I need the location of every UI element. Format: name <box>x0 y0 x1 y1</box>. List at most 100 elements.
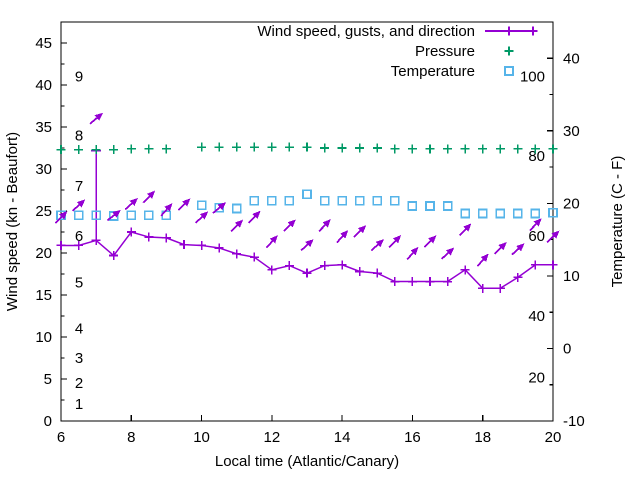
beaufort-label: 9 <box>75 69 83 86</box>
pressure-point <box>74 145 84 155</box>
beaufort-label: 6 <box>75 228 83 245</box>
y-tick-label: 5 <box>44 371 52 388</box>
y-tick-label: 35 <box>35 119 52 136</box>
pressure-point <box>372 143 382 153</box>
x-tick-label: 20 <box>545 429 562 446</box>
wind-speed-point <box>56 240 66 250</box>
legend-label: Pressure <box>415 43 475 60</box>
wind-direction-arrow <box>248 210 261 224</box>
y2-tick-label: 40 <box>563 50 580 67</box>
temperature-point <box>144 210 154 220</box>
wind-speed-point <box>74 240 84 250</box>
y-tick-label: 30 <box>35 161 52 178</box>
wind-direction-arrow <box>353 225 367 238</box>
wind-direction-arrow <box>318 219 331 232</box>
temperature-point <box>231 203 242 214</box>
wind-direction-arrow <box>230 219 244 233</box>
temperature-point <box>530 208 541 219</box>
pressure-point <box>460 144 470 154</box>
wind-direction-arrow <box>212 202 227 214</box>
wind-speed-point <box>232 249 242 259</box>
y-tick-label: 15 <box>35 287 52 304</box>
wind-direction-arrow <box>406 246 419 261</box>
legend-marker <box>528 26 538 36</box>
pressure-point <box>91 145 101 155</box>
wind-direction-arrow <box>370 239 384 252</box>
x-tick-label: 10 <box>193 429 210 446</box>
x-tick-label: 8 <box>127 429 135 446</box>
wind-direction-arrow <box>106 209 121 222</box>
beaufort-label: 1 <box>75 396 83 413</box>
temperature-point <box>196 200 207 210</box>
fahrenheit-label: 80 <box>528 148 545 165</box>
wind-speed-point <box>390 277 400 287</box>
pressure-point <box>478 144 488 154</box>
pressure-point <box>56 145 66 155</box>
temperature-point <box>249 196 260 206</box>
wind-speed-point <box>407 277 417 287</box>
wind-speed-point <box>284 261 294 271</box>
wind-speed-point <box>126 227 136 237</box>
y2-tick-label: 30 <box>563 123 580 140</box>
y2-tick-label: 10 <box>563 268 580 285</box>
wind-speed-point <box>443 277 453 287</box>
wind-direction-arrow <box>72 199 86 212</box>
temperature-point <box>390 196 400 206</box>
temperature-point <box>319 196 330 206</box>
beaufort-label: 5 <box>75 274 83 291</box>
wind-direction-arrows <box>54 112 560 267</box>
wind-speed-point <box>513 272 523 282</box>
wind-speed-point <box>425 277 435 287</box>
wind-direction-arrow <box>265 235 278 249</box>
wind-direction-arrow <box>388 235 402 248</box>
beaufort-label: 4 <box>75 321 83 338</box>
temperature-point <box>126 210 137 220</box>
wind-direction-arrow <box>177 198 191 211</box>
x-tick-label: 18 <box>474 429 491 446</box>
legend-label: Temperature <box>391 63 475 80</box>
wind-speed-point <box>355 266 365 276</box>
y-tick-label: 40 <box>35 77 52 94</box>
series-temperature <box>56 189 558 221</box>
pressure-point <box>548 144 558 154</box>
y2-tick-label: 20 <box>563 195 580 212</box>
temperature-point <box>91 210 101 220</box>
pressure-point <box>161 144 171 154</box>
beaufort-label: 2 <box>75 375 83 392</box>
inner-scale-labels: 1 2 3 4 5 6 7 8 9 20 40 60 80 100 <box>75 68 545 413</box>
legend-marker <box>504 26 514 36</box>
wind-speed-point <box>460 265 470 275</box>
wind-direction-arrow <box>124 197 138 211</box>
y-tick-label: 0 <box>44 413 52 430</box>
pressure-point <box>390 144 400 154</box>
wind-speed-point <box>548 260 558 270</box>
wind-speed-point <box>144 232 154 242</box>
fahrenheit-label: 40 <box>528 308 545 325</box>
wind-direction-arrow <box>283 219 296 232</box>
wind-speed-point <box>197 240 207 250</box>
wind-speed-point <box>161 233 171 243</box>
wind-direction-arrow <box>336 230 349 244</box>
wind-speed-point <box>109 251 119 261</box>
temperature-point <box>460 208 470 219</box>
pressure-point <box>249 142 259 152</box>
wind-direction-arrow <box>529 218 542 232</box>
y2-tick-label: 0 <box>563 340 571 357</box>
wind-speed-point <box>337 260 347 270</box>
temperature-point <box>372 196 383 206</box>
fahrenheit-label: 20 <box>528 369 545 386</box>
pressure-point <box>407 144 417 154</box>
temperature-point <box>407 201 418 211</box>
pressure-point <box>197 142 207 152</box>
axis-titles: Local time (Atlantic/Canary) Wind speed (… <box>4 132 626 470</box>
wind-speed-point <box>249 252 259 262</box>
legend-marker <box>504 66 514 76</box>
pressure-point <box>530 144 540 154</box>
legend-marker <box>504 46 514 56</box>
series-wind <box>56 149 558 293</box>
x-tick-label: 16 <box>404 429 421 446</box>
pressure-point <box>214 142 224 152</box>
temperature-point <box>495 208 506 219</box>
